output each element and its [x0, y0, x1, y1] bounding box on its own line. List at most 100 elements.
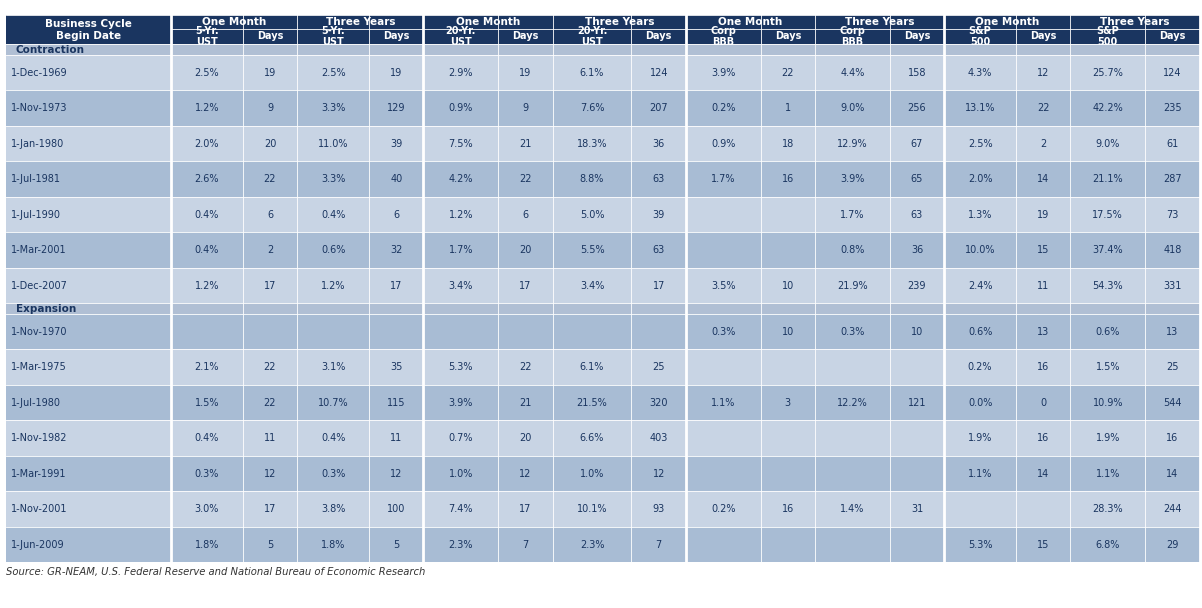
- Text: 12: 12: [263, 469, 276, 478]
- Text: 25.7%: 25.7%: [1093, 67, 1123, 78]
- Text: 17: 17: [519, 281, 531, 291]
- Text: 0.4%: 0.4%: [195, 433, 219, 443]
- Text: 5.3%: 5.3%: [968, 540, 993, 550]
- Text: 418: 418: [1164, 245, 1182, 255]
- Text: 1.5%: 1.5%: [195, 398, 219, 408]
- Text: 2.5%: 2.5%: [321, 67, 345, 78]
- Text: 5-Yr.
UST: 5-Yr. UST: [195, 26, 219, 47]
- Text: 20-Yr.
UST: 20-Yr. UST: [446, 26, 476, 47]
- Text: 11: 11: [391, 433, 403, 443]
- Bar: [171, 29, 243, 44]
- Text: 21.5%: 21.5%: [577, 398, 607, 408]
- Text: 20: 20: [519, 245, 531, 255]
- Text: 6.6%: 6.6%: [579, 433, 605, 443]
- Text: 10: 10: [781, 326, 795, 337]
- Text: 16: 16: [781, 174, 795, 184]
- Text: Days: Days: [904, 32, 930, 41]
- Text: 0.2%: 0.2%: [712, 103, 736, 113]
- Text: 3: 3: [785, 398, 791, 408]
- Bar: [6, 303, 1200, 314]
- Text: 2.3%: 2.3%: [579, 540, 605, 550]
- Text: 40: 40: [391, 174, 403, 184]
- Text: 15: 15: [1037, 245, 1049, 255]
- Bar: [243, 29, 297, 44]
- Text: 2: 2: [267, 245, 273, 255]
- Text: 0.9%: 0.9%: [448, 103, 472, 113]
- Text: 42.2%: 42.2%: [1093, 103, 1123, 113]
- Text: 2.1%: 2.1%: [195, 362, 219, 372]
- Text: 331: 331: [1164, 281, 1182, 291]
- Text: 3.4%: 3.4%: [448, 281, 472, 291]
- Text: 1-Jul-1980: 1-Jul-1980: [11, 398, 61, 408]
- Text: 0.8%: 0.8%: [840, 245, 864, 255]
- Text: 11: 11: [264, 433, 276, 443]
- Text: 2.3%: 2.3%: [448, 540, 474, 550]
- Text: 39: 39: [653, 210, 665, 219]
- Text: Days: Days: [774, 32, 801, 41]
- Text: 544: 544: [1164, 398, 1182, 408]
- Text: 3.1%: 3.1%: [321, 362, 345, 372]
- Bar: [6, 197, 1200, 232]
- Bar: [945, 15, 1071, 29]
- Text: 20: 20: [263, 139, 276, 149]
- Text: Days: Days: [512, 32, 538, 41]
- Text: Corp
BBB: Corp BBB: [839, 26, 865, 47]
- Text: 0.4%: 0.4%: [195, 210, 219, 219]
- Text: 22: 22: [519, 174, 531, 184]
- Bar: [6, 456, 1200, 491]
- Text: Source: GR-NEAM, U.S. Federal Reserve and National Bureau of Economic Research: Source: GR-NEAM, U.S. Federal Reserve an…: [6, 567, 426, 577]
- Text: 0.2%: 0.2%: [712, 504, 736, 514]
- Text: 1-Mar-1975: 1-Mar-1975: [11, 362, 66, 372]
- Text: 0.4%: 0.4%: [321, 433, 345, 443]
- Text: 1.8%: 1.8%: [321, 540, 345, 550]
- Text: 1.3%: 1.3%: [968, 210, 993, 219]
- Text: 12: 12: [519, 469, 531, 478]
- Text: 61: 61: [1166, 139, 1178, 149]
- Text: 121: 121: [908, 398, 927, 408]
- Text: 0.7%: 0.7%: [448, 433, 474, 443]
- Text: 4.3%: 4.3%: [968, 67, 993, 78]
- Text: 39: 39: [391, 139, 403, 149]
- Text: 4.2%: 4.2%: [448, 174, 474, 184]
- Bar: [6, 161, 1200, 197]
- Text: 36: 36: [653, 139, 665, 149]
- Text: 2.6%: 2.6%: [195, 174, 219, 184]
- Text: 35: 35: [389, 362, 403, 372]
- Text: 0.2%: 0.2%: [968, 362, 993, 372]
- Text: 7: 7: [655, 540, 662, 550]
- Text: 1.2%: 1.2%: [195, 281, 219, 291]
- Text: 9: 9: [523, 103, 529, 113]
- Text: 8.8%: 8.8%: [579, 174, 605, 184]
- Text: 158: 158: [908, 67, 927, 78]
- Text: 22: 22: [263, 398, 276, 408]
- Text: 1-Nov-1973: 1-Nov-1973: [11, 103, 67, 113]
- Text: 3.3%: 3.3%: [321, 103, 345, 113]
- Text: 207: 207: [649, 103, 668, 113]
- Text: 3.9%: 3.9%: [448, 398, 472, 408]
- Bar: [498, 29, 553, 44]
- Text: 5: 5: [393, 540, 399, 550]
- Text: 54.3%: 54.3%: [1093, 281, 1123, 291]
- Text: 1-Nov-1970: 1-Nov-1970: [11, 326, 67, 337]
- Text: 12.2%: 12.2%: [837, 398, 868, 408]
- Text: 3.0%: 3.0%: [195, 504, 219, 514]
- Text: 19: 19: [264, 67, 276, 78]
- Text: 2: 2: [1040, 139, 1047, 149]
- Bar: [1071, 29, 1146, 44]
- Text: 2.0%: 2.0%: [968, 174, 993, 184]
- Text: 16: 16: [1166, 433, 1178, 443]
- Bar: [423, 29, 498, 44]
- Text: 1-Dec-2007: 1-Dec-2007: [11, 281, 67, 291]
- Text: 1-Mar-1991: 1-Mar-1991: [11, 469, 66, 478]
- Text: 0.3%: 0.3%: [840, 326, 864, 337]
- Bar: [553, 29, 631, 44]
- Text: 1.5%: 1.5%: [1095, 362, 1120, 372]
- Text: 3.8%: 3.8%: [321, 504, 345, 514]
- Bar: [1146, 29, 1200, 44]
- Text: 3.5%: 3.5%: [712, 281, 736, 291]
- Text: 1.2%: 1.2%: [448, 210, 474, 219]
- Bar: [6, 55, 1200, 91]
- Text: 1-Jan-1980: 1-Jan-1980: [11, 139, 64, 149]
- Bar: [297, 15, 423, 29]
- Text: 244: 244: [1164, 504, 1182, 514]
